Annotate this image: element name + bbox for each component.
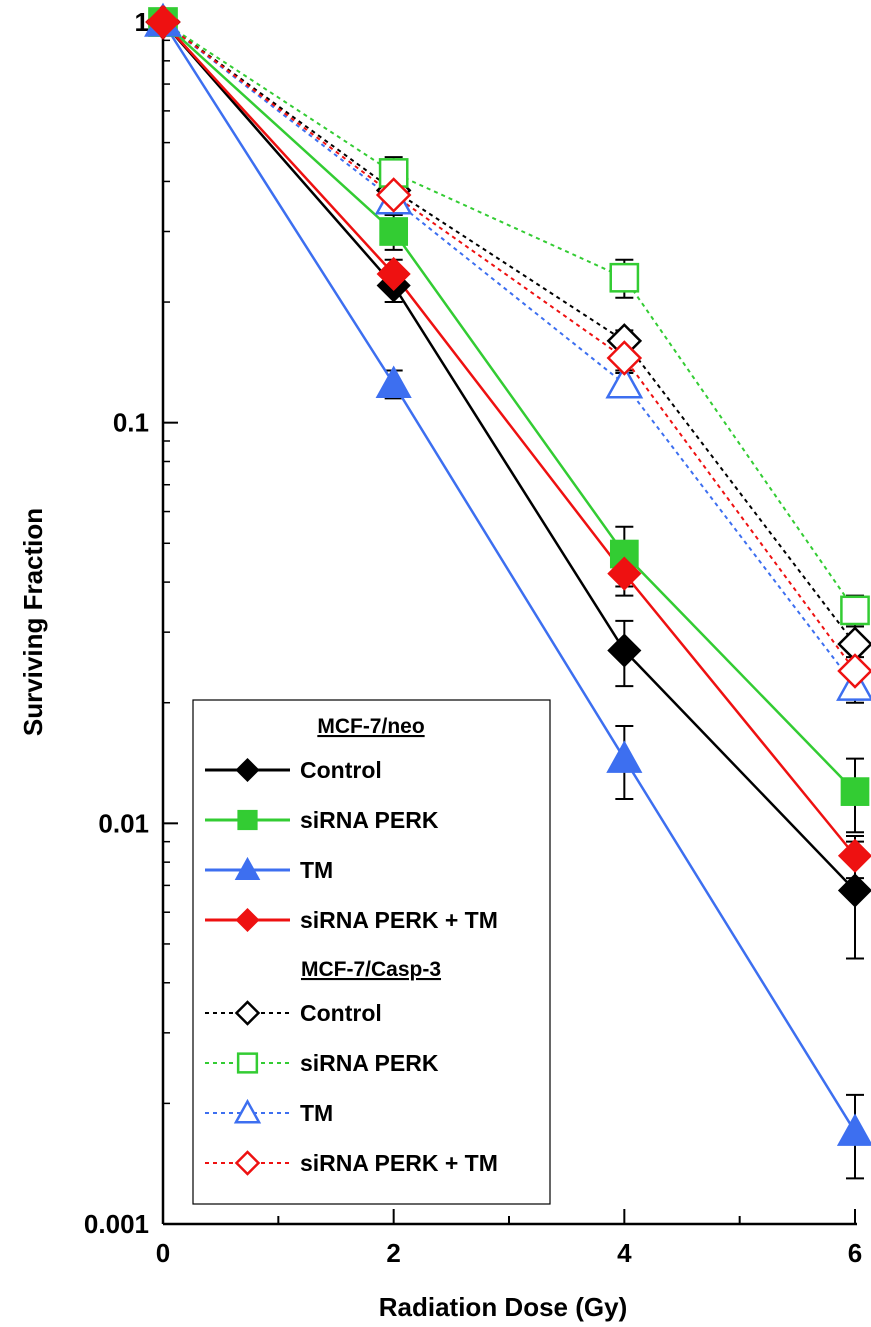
series-line: [162, 21, 856, 793]
data-point: [606, 740, 643, 773]
legend-marker: [234, 1150, 261, 1176]
legend-entry: TM: [300, 1100, 333, 1126]
legend-entry: siRNA PERK + TM: [300, 1150, 498, 1176]
legend-heading: MCF-7/neo: [317, 715, 424, 738]
legend-marker: [235, 907, 260, 933]
x-tick-label: 4: [617, 1238, 632, 1268]
y-tick-label: 0.01: [98, 808, 149, 838]
data-point: [145, 4, 181, 40]
data-point: [376, 256, 411, 292]
legend-entry: siRNA PERK + TM: [300, 907, 498, 933]
data-point: [837, 653, 871, 689]
legend-marker: [236, 1052, 259, 1074]
legend-marker: [233, 1098, 262, 1124]
x-tick-label: 2: [386, 1238, 400, 1268]
data-point: [840, 777, 870, 806]
data-point: [379, 217, 409, 246]
data-point: [836, 1113, 871, 1146]
data-point: [840, 595, 870, 626]
legend-entry: siRNA PERK: [300, 1050, 439, 1076]
legend-entry: Control: [300, 1000, 382, 1026]
data-point: [375, 365, 412, 399]
legend-entry: TM: [300, 857, 333, 883]
legend-marker: [235, 757, 260, 783]
y-tick-label: 1: [135, 7, 149, 37]
legend-marker: [234, 1000, 261, 1026]
legend: MCF-7/neo Control siRNA PERK TM siRNA PERK +…: [192, 699, 551, 1205]
legend-marker: [234, 856, 261, 880]
series-line: [161, 21, 857, 1133]
data-point: [606, 340, 643, 376]
series-line: [162, 21, 856, 857]
legend-entry: siRNA PERK: [300, 807, 439, 833]
y-tick-label: 0.1: [113, 408, 149, 438]
x-axis-title: Radiation Dose (Gy): [379, 1292, 627, 1322]
y-axis-title: Surviving Fraction: [18, 508, 48, 736]
series-line: [162, 21, 856, 611]
series-layer: [144, 2, 871, 1180]
legend-marker: [237, 809, 258, 831]
series-line: [162, 21, 856, 687]
series-line: [162, 21, 856, 672]
data-point: [837, 838, 871, 873]
data-point: [605, 364, 644, 399]
data-point: [837, 873, 871, 908]
data-point: [607, 633, 642, 668]
series-line: [162, 21, 856, 892]
data-point: [375, 177, 412, 213]
x-tick-label: 6: [848, 1238, 862, 1268]
data-point: [607, 556, 642, 591]
x-tick-label: 0: [156, 1238, 170, 1268]
legend-heading: MCF-7/Casp-3: [301, 958, 441, 981]
legend-entry: Control: [300, 757, 382, 783]
y-tick-label: 0.001: [84, 1209, 149, 1239]
data-point: [609, 262, 640, 293]
